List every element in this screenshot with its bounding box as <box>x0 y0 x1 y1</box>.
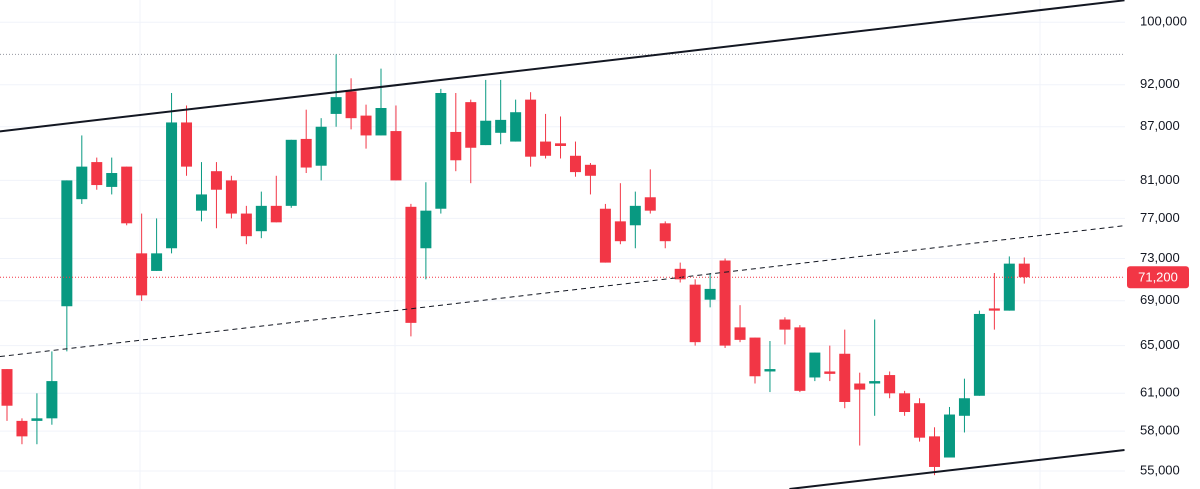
candle-body <box>929 436 941 467</box>
candle-body <box>869 381 881 384</box>
y-tick-label: 87,000 <box>1140 118 1180 133</box>
candle-body <box>31 418 43 421</box>
candle-body <box>46 381 58 419</box>
candle-body <box>345 91 357 119</box>
candle-body <box>884 375 896 394</box>
candle-body <box>195 194 207 211</box>
candle-body <box>749 337 761 377</box>
candle-body <box>435 92 447 209</box>
y-tick-label: 100,000 <box>1140 14 1187 29</box>
candle-body <box>420 210 432 249</box>
candle-body <box>61 180 73 307</box>
y-tick-label: 69,000 <box>1140 292 1180 307</box>
candle-body <box>1 369 13 406</box>
candle-body <box>614 221 626 242</box>
candle-body <box>300 138 312 168</box>
candle-body <box>674 268 686 280</box>
candle-body <box>91 162 103 186</box>
candle-body <box>689 284 701 343</box>
candle-body <box>375 107 387 136</box>
candle-body <box>210 171 222 190</box>
candle-body <box>854 383 866 390</box>
candle-body <box>240 213 252 237</box>
candle-body <box>270 205 282 223</box>
candle-body <box>166 122 178 249</box>
candle-body <box>659 223 671 242</box>
candle-body <box>555 143 567 146</box>
candle-body <box>136 253 148 296</box>
candle-body <box>540 141 552 156</box>
candle-body <box>914 403 926 438</box>
candle-body <box>644 197 656 211</box>
trend-line <box>789 449 1125 489</box>
candle-body <box>390 131 402 181</box>
y-tick-label: 77,000 <box>1140 210 1180 225</box>
candle-body <box>764 369 776 372</box>
candle-body <box>181 122 193 167</box>
candle-body <box>584 164 596 176</box>
y-tick-label: 65,000 <box>1140 337 1180 352</box>
y-tick-label: 55,000 <box>1140 462 1180 477</box>
last-price-label: 71,200 <box>1138 270 1178 285</box>
candle-body <box>839 353 851 402</box>
last-price-box <box>1127 266 1189 289</box>
candle-body <box>629 205 641 226</box>
candle-body <box>405 206 417 323</box>
candle-body <box>943 414 955 458</box>
candle-body <box>16 420 28 437</box>
candle-body <box>958 398 970 416</box>
candle-body <box>569 155 581 173</box>
trend-line <box>0 0 1125 133</box>
candle-body <box>480 120 492 146</box>
candle-body <box>151 253 163 271</box>
candle-body <box>899 393 911 412</box>
candle-body <box>1018 263 1030 278</box>
candle-body <box>360 115 372 136</box>
candle-body <box>510 112 522 142</box>
y-tick-label: 81,000 <box>1140 172 1180 187</box>
candle-body <box>1003 263 1015 311</box>
candle-body <box>824 371 836 374</box>
candle-body <box>315 126 327 166</box>
candle-body <box>599 208 611 263</box>
candle-body <box>704 288 716 300</box>
candle-body <box>465 102 477 148</box>
candle-body <box>525 99 537 157</box>
candle-body <box>76 166 88 200</box>
candle-body <box>794 327 806 391</box>
y-tick-label: 61,000 <box>1140 385 1180 400</box>
candle-body <box>106 173 118 187</box>
time-grid <box>139 0 1041 489</box>
y-tick-label: 92,000 <box>1140 76 1180 91</box>
plot-area <box>0 0 1125 489</box>
candle-body <box>779 319 791 330</box>
candle-body <box>719 260 731 346</box>
candle-body <box>734 327 746 340</box>
candle-body <box>973 313 985 396</box>
candle-body <box>330 97 342 114</box>
candle-body <box>121 166 133 224</box>
candle-body <box>988 308 1000 311</box>
candle-body <box>495 119 507 133</box>
candle-body <box>450 131 462 161</box>
y-tick-label: 58,000 <box>1140 423 1180 438</box>
candle-body <box>285 139 297 206</box>
candle-body <box>225 180 237 214</box>
candle-body <box>809 352 821 378</box>
candle-body <box>255 205 267 232</box>
y-tick-label: 73,000 <box>1140 250 1180 265</box>
